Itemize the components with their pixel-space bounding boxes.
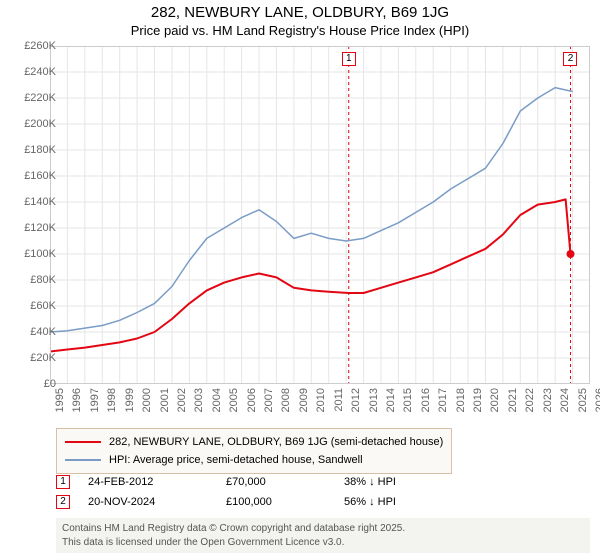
- event-date: 24-FEB-2012: [88, 476, 208, 488]
- x-tick-label: 2004: [211, 388, 223, 412]
- attribution-line: Contains HM Land Registry data © Crown c…: [62, 522, 584, 536]
- y-tick-label: £0: [12, 378, 56, 390]
- y-tick-label: £240K: [12, 66, 56, 78]
- x-tick-label: 2002: [176, 388, 188, 412]
- y-tick-label: £20K: [12, 352, 56, 364]
- chart-title: 282, NEWBURY LANE, OLDBURY, B69 1JG: [0, 4, 600, 21]
- event-delta: 56% ↓ HPI: [344, 496, 464, 508]
- event-marker-icon: 1: [56, 475, 70, 489]
- x-tick-label: 1999: [124, 388, 136, 412]
- event-date: 20-NOV-2024: [88, 496, 208, 508]
- y-tick-label: £120K: [12, 222, 56, 234]
- event-marker-icon: 2: [56, 495, 70, 509]
- x-tick-label: 2010: [315, 388, 327, 412]
- chart-svg: [50, 46, 590, 384]
- x-tick-label: 2026: [594, 388, 600, 412]
- event-marker-box: 2: [563, 52, 577, 66]
- x-tick-label: 1997: [89, 388, 101, 412]
- x-tick-label: 2017: [437, 388, 449, 412]
- x-tick-label: 2007: [263, 388, 275, 412]
- x-tick-label: 2025: [577, 388, 589, 412]
- event-price: £100,000: [226, 496, 326, 508]
- y-tick-label: £200K: [12, 118, 56, 130]
- x-tick-label: 2006: [246, 388, 258, 412]
- legend-item: 282, NEWBURY LANE, OLDBURY, B69 1JG (sem…: [65, 433, 443, 451]
- x-tick-label: 2003: [193, 388, 205, 412]
- event-marker-box: 1: [342, 52, 356, 66]
- x-tick-label: 1995: [54, 388, 66, 412]
- event-row: 1 24-FEB-2012 £70,000 38% ↓ HPI: [56, 472, 464, 492]
- x-tick-label: 1998: [106, 388, 118, 412]
- x-tick-label: 2016: [420, 388, 432, 412]
- y-tick-label: £100K: [12, 248, 56, 260]
- x-tick-label: 2014: [385, 388, 397, 412]
- x-tick-label: 2009: [298, 388, 310, 412]
- x-tick-label: 2008: [280, 388, 292, 412]
- chart-subtitle: Price paid vs. HM Land Registry's House …: [0, 23, 600, 38]
- y-tick-label: £80K: [12, 274, 56, 286]
- y-tick-label: £40K: [12, 326, 56, 338]
- x-tick-label: 2015: [402, 388, 414, 412]
- legend-swatch: [65, 441, 101, 443]
- legend-label: HPI: Average price, semi-detached house,…: [109, 454, 363, 466]
- attribution: Contains HM Land Registry data © Crown c…: [56, 518, 590, 553]
- event-price: £70,000: [226, 476, 326, 488]
- x-tick-label: 2000: [141, 388, 153, 412]
- legend-swatch: [65, 459, 101, 461]
- y-tick-label: £260K: [12, 40, 56, 52]
- y-tick-label: £140K: [12, 196, 56, 208]
- legend: 282, NEWBURY LANE, OLDBURY, B69 1JG (sem…: [56, 428, 452, 474]
- x-tick-label: 2011: [333, 388, 345, 412]
- legend-label: 282, NEWBURY LANE, OLDBURY, B69 1JG (sem…: [109, 436, 443, 448]
- chart-titles: 282, NEWBURY LANE, OLDBURY, B69 1JG Pric…: [0, 0, 600, 38]
- y-tick-label: £60K: [12, 300, 56, 312]
- x-tick-label: 2018: [455, 388, 467, 412]
- x-tick-label: 2001: [159, 388, 171, 412]
- x-tick-label: 2019: [472, 388, 484, 412]
- x-tick-label: 2023: [542, 388, 554, 412]
- x-tick-label: 2022: [524, 388, 536, 412]
- x-tick-label: 2012: [350, 388, 362, 412]
- event-row: 2 20-NOV-2024 £100,000 56% ↓ HPI: [56, 492, 464, 512]
- attribution-line: This data is licensed under the Open Gov…: [62, 536, 584, 550]
- event-delta: 38% ↓ HPI: [344, 476, 464, 488]
- x-tick-label: 2013: [368, 388, 380, 412]
- events-table: 1 24-FEB-2012 £70,000 38% ↓ HPI 2 20-NOV…: [56, 472, 464, 512]
- legend-item: HPI: Average price, semi-detached house,…: [65, 451, 443, 469]
- chart-container: 282, NEWBURY LANE, OLDBURY, B69 1JG Pric…: [0, 0, 600, 560]
- x-tick-label: 1996: [71, 388, 83, 412]
- x-tick-label: 2005: [228, 388, 240, 412]
- x-tick-label: 2020: [489, 388, 501, 412]
- y-tick-label: £160K: [12, 170, 56, 182]
- x-tick-label: 2021: [507, 388, 519, 412]
- y-tick-label: £220K: [12, 92, 56, 104]
- plot-area: [50, 46, 590, 384]
- x-tick-label: 2024: [559, 388, 571, 412]
- y-tick-label: £180K: [12, 144, 56, 156]
